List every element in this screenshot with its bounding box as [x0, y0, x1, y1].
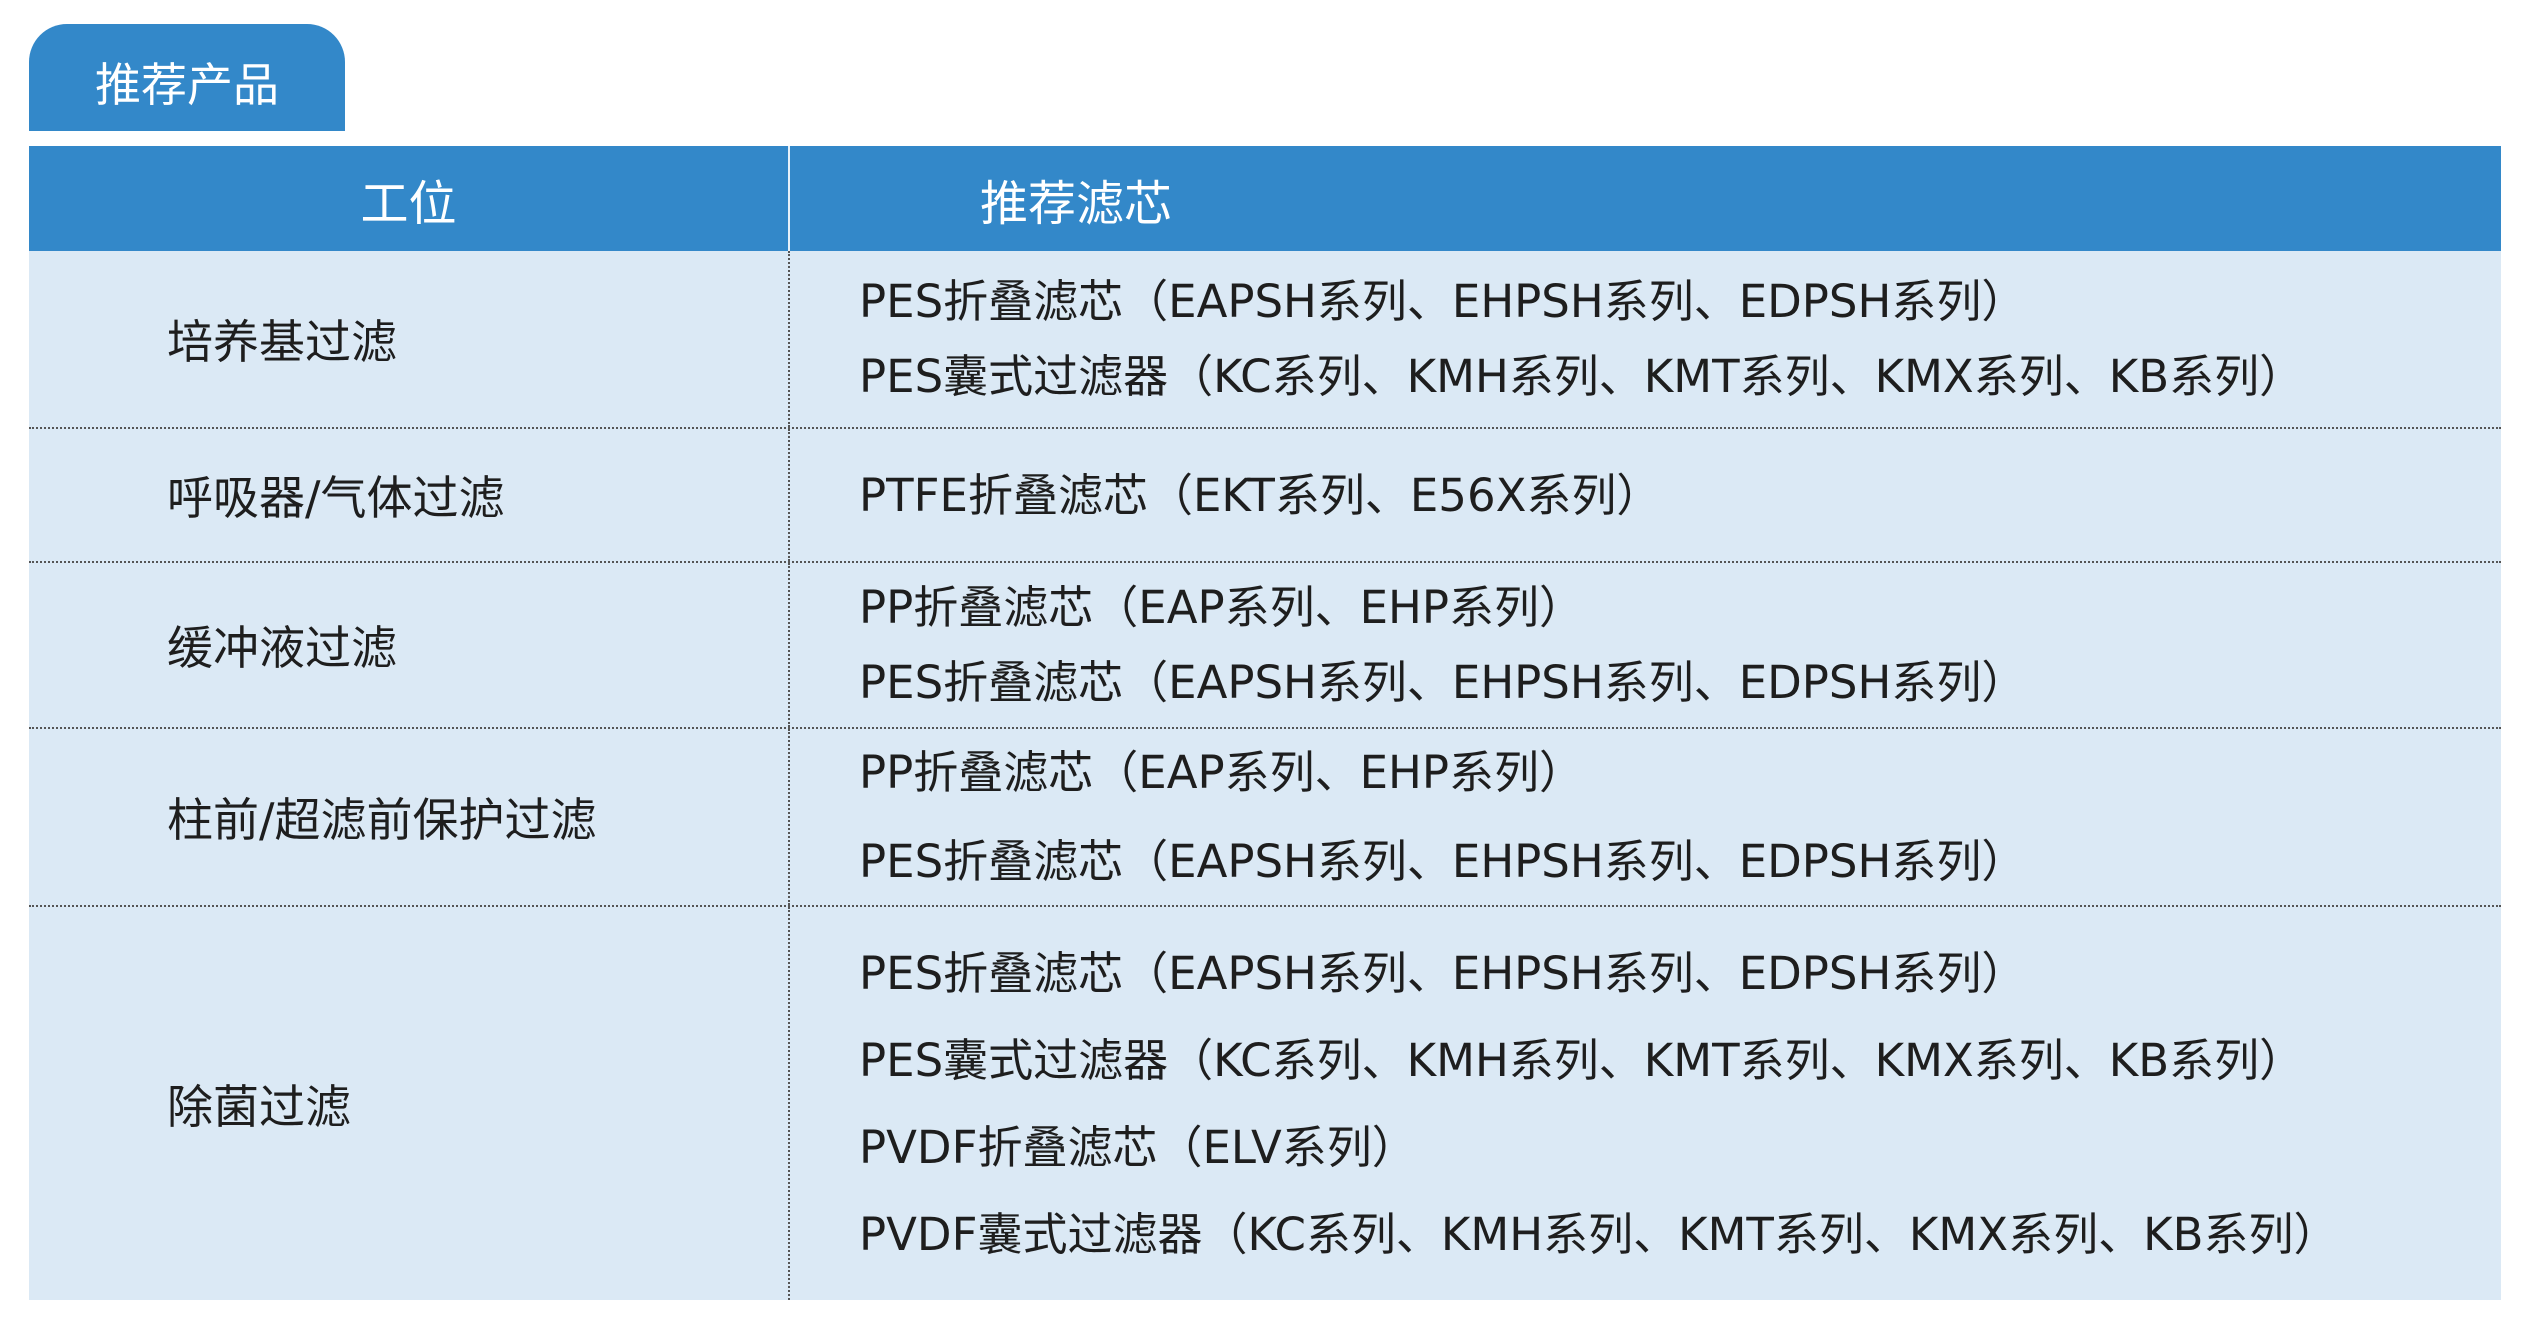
header-station: 工位: [29, 146, 790, 251]
filter-item: PES折叠滤芯（EAPSH系列、EHPSH系列、EDPSH系列）: [859, 656, 2027, 709]
station-cell: 除菌过滤: [29, 907, 790, 1300]
filter-item: PTFE折叠滤芯（EKT系列、E56X系列）: [859, 468, 1662, 522]
station-cell: 柱前/超滤前保护过滤: [29, 729, 790, 905]
header-filters: 推荐滤芯: [980, 175, 1173, 232]
filter-item: PES折叠滤芯（EAPSH系列、EHPSH系列、EDPSH系列）: [859, 835, 2027, 888]
filter-item: PES囊式过滤器（KC系列、KMH系列、KMT系列、KMX系列、KB系列）: [859, 1033, 2305, 1087]
filter-item: PP折叠滤芯（EAP系列、EHP系列）: [859, 581, 1585, 634]
filters-cell: PP折叠滤芯（EAP系列、EHP系列） PES折叠滤芯（EAPSH系列、EHPSH…: [790, 563, 2501, 727]
filters-cell: PES折叠滤芯（EAPSH系列、EHPSH系列、EDPSH系列） PES囊式过滤器…: [790, 251, 2501, 427]
filter-item: PP折叠滤芯（EAP系列、EHP系列）: [859, 746, 1585, 799]
station-cell: 缓冲液过滤: [29, 563, 790, 727]
table-row: 培养基过滤 PES折叠滤芯（EAPSH系列、EHPSH系列、EDPSH系列） PES…: [29, 251, 2501, 429]
station-cell: 呼吸器/气体过滤: [29, 429, 790, 561]
filters-cell: PTFE折叠滤芯（EKT系列、E56X系列）: [790, 429, 2501, 561]
table-row: 呼吸器/气体过滤 PTFE折叠滤芯（EKT系列、E56X系列）: [29, 429, 2501, 563]
table-row: 除菌过滤 PES折叠滤芯（EAPSH系列、EHPSH系列、EDPSH系列） PES囊…: [29, 907, 2501, 1300]
station-cell: 培养基过滤: [29, 251, 790, 427]
recommendation-table: 工位 推荐滤芯 培养基过滤 PES折叠滤芯（EAPSH系列、EHPSH系列、EDP…: [29, 146, 2501, 1300]
table-header: 工位 推荐滤芯: [29, 146, 2501, 251]
table-row: 缓冲液过滤 PP折叠滤芯（EAP系列、EHP系列） PES折叠滤芯（EAPSH系列、…: [29, 563, 2501, 729]
section-tab-recommended-products: 推荐产品: [29, 24, 345, 131]
table-row: 柱前/超滤前保护过滤 PP折叠滤芯（EAP系列、EHP系列） PES折叠滤芯（EAP…: [29, 729, 2501, 907]
filter-item: PES囊式过滤器（KC系列、KMH系列、KMT系列、KMX系列、KB系列）: [859, 350, 2305, 403]
filter-item: PVDF囊式过滤器（KC系列、KMH系列、KMT系列、KMX系列、KB系列）: [859, 1207, 2339, 1261]
filter-item: PES折叠滤芯（EAPSH系列、EHPSH系列、EDPSH系列）: [859, 275, 2027, 328]
filters-cell: PP折叠滤芯（EAP系列、EHP系列） PES折叠滤芯（EAPSH系列、EHPSH…: [790, 729, 2501, 905]
filter-item: PES折叠滤芯（EAPSH系列、EHPSH系列、EDPSH系列）: [859, 946, 2027, 1000]
filters-cell: PES折叠滤芯（EAPSH系列、EHPSH系列、EDPSH系列） PES囊式过滤器…: [790, 907, 2501, 1300]
filter-item: PVDF折叠滤芯（ELV系列）: [859, 1120, 1417, 1174]
